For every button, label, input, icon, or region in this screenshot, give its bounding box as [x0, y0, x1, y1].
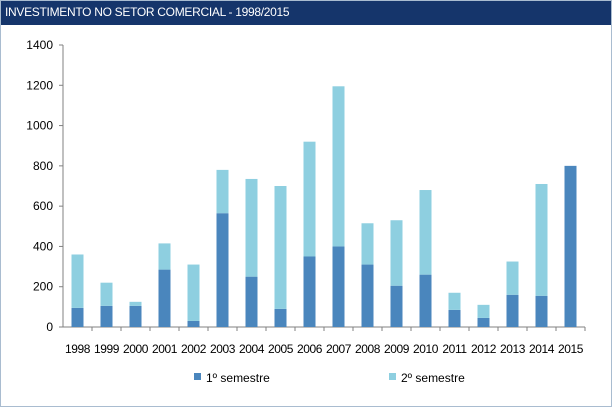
- x-tick-label: 2005: [268, 342, 294, 356]
- bar-semestre2-1999: [100, 282, 113, 306]
- bar-semestre2-2013: [506, 261, 519, 295]
- bar-semestre1-2006: [303, 256, 316, 327]
- bar-semestre2-2008: [361, 223, 374, 265]
- x-tick-label: 1998: [65, 342, 91, 356]
- x-tick-label: 2010: [413, 342, 439, 356]
- bar-semestre2-2009: [390, 220, 403, 286]
- y-tick-label: 200: [33, 280, 53, 294]
- chart-title: INVESTIMENTO NO SETOR COMERCIAL - 1998/2…: [5, 5, 290, 19]
- bar-semestre1-2007: [332, 246, 345, 327]
- bar-semestre1-2005: [274, 308, 287, 327]
- bar-semestre2-2007: [332, 86, 345, 247]
- x-tick-label: 2013: [500, 342, 526, 356]
- bar-semestre2-2003: [216, 169, 229, 214]
- x-tick-label: 2015: [558, 342, 584, 356]
- bar-semestre1-2009: [390, 285, 403, 327]
- bar-semestre1-2002: [187, 320, 200, 327]
- x-tick-label: 2011: [442, 342, 467, 356]
- x-tick-label: 2001: [152, 342, 178, 356]
- bar-semestre2-2002: [187, 264, 200, 321]
- bar-semestre2-1998: [71, 254, 84, 308]
- legend-label-1: 1º semestre: [206, 371, 270, 385]
- bar-semestre1-2004: [245, 276, 258, 327]
- bar-semestre1-2000: [129, 305, 142, 327]
- bar-semestre2-2004: [245, 178, 258, 277]
- x-tick-label: 2002: [181, 342, 207, 356]
- x-tick-label: 2000: [123, 342, 149, 356]
- bar-semestre1-2003: [216, 213, 229, 327]
- y-tick-label: 1400: [26, 38, 53, 52]
- bar-semestre1-2008: [361, 264, 374, 327]
- bar-semestre1-2012: [477, 317, 490, 327]
- x-tick-label: 2012: [471, 342, 497, 356]
- bar-semestre1-1998: [71, 307, 84, 327]
- bar-semestre1-2011: [448, 309, 461, 327]
- legend-label-2: 2º semestre: [401, 371, 465, 385]
- title-bar: INVESTIMENTO NO SETOR COMERCIAL - 1998/2…: [1, 1, 611, 25]
- bar-semestre1-1999: [100, 305, 113, 327]
- bar-semestre1-2013: [506, 294, 519, 327]
- y-tick-label: 800: [33, 159, 53, 173]
- bar-semestre1-2010: [419, 274, 432, 327]
- y-tick-label: 1000: [26, 119, 53, 133]
- bar-semestre2-2006: [303, 141, 316, 257]
- bar-semestre2-2012: [477, 304, 490, 318]
- bar-semestre2-2011: [448, 292, 461, 310]
- bar-semestre1-2001: [158, 269, 171, 327]
- y-tick-label: 0: [46, 320, 53, 334]
- y-tick-label: 1200: [26, 78, 53, 92]
- bar-semestre1-2014: [535, 295, 548, 327]
- x-tick-label: 2006: [297, 342, 323, 356]
- bar-semestre2-2014: [535, 183, 548, 296]
- x-tick-label: 2003: [210, 342, 236, 356]
- x-tick-label: 2004: [239, 342, 265, 356]
- bar-semestre2-2010: [419, 190, 432, 275]
- y-tick-label: 400: [33, 239, 53, 253]
- bar-semestre2-2005: [274, 186, 287, 309]
- legend-swatch-1: [194, 373, 201, 380]
- x-tick-label: 2009: [384, 342, 410, 356]
- x-tick-label: 2008: [355, 342, 381, 356]
- x-tick-label: 2014: [529, 342, 555, 356]
- bar-semestre2-2001: [158, 243, 171, 270]
- bar-semestre1-2015: [564, 165, 577, 327]
- x-tick-label: 1999: [94, 342, 120, 356]
- legend-swatch-2: [389, 373, 396, 380]
- bar-semestre2-2000: [129, 301, 142, 306]
- y-tick-label: 600: [33, 199, 53, 213]
- x-tick-label: 2007: [326, 342, 352, 356]
